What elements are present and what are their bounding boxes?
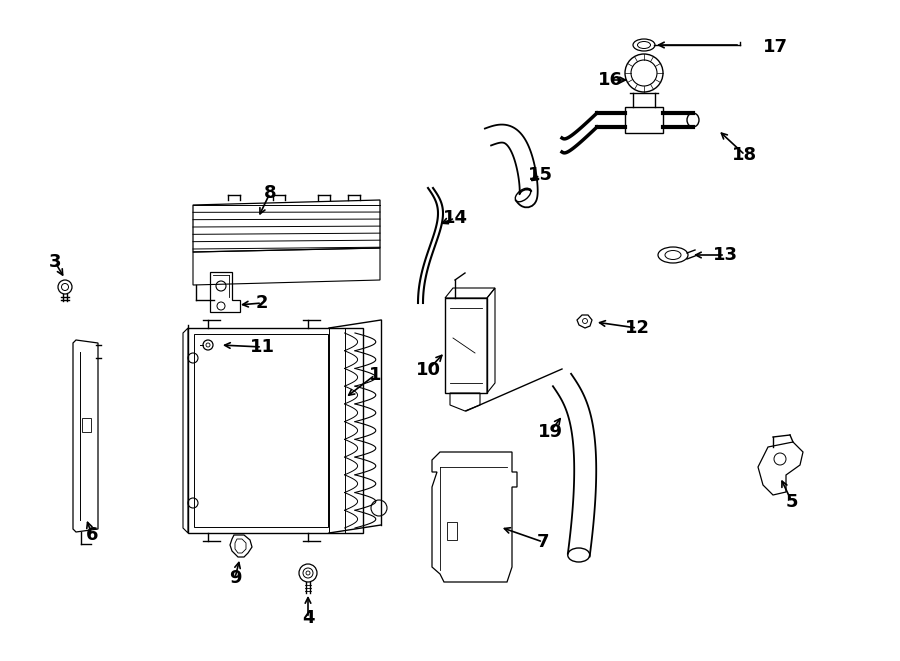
Text: 11: 11 [249, 338, 274, 356]
Text: 2: 2 [256, 294, 268, 312]
Text: 17: 17 [762, 38, 788, 56]
Text: 9: 9 [229, 569, 241, 587]
Text: 18: 18 [733, 146, 758, 164]
Text: 7: 7 [536, 533, 549, 551]
Text: 1: 1 [369, 366, 382, 384]
Text: 16: 16 [598, 71, 623, 89]
Text: 6: 6 [86, 526, 98, 544]
Text: 19: 19 [537, 423, 562, 441]
Text: 14: 14 [443, 209, 467, 227]
Ellipse shape [687, 113, 699, 127]
Text: 12: 12 [625, 319, 650, 337]
Text: 5: 5 [786, 493, 798, 511]
Text: 3: 3 [49, 253, 61, 271]
Text: 15: 15 [527, 166, 553, 184]
Text: 10: 10 [416, 361, 440, 379]
Text: 4: 4 [302, 609, 314, 627]
Ellipse shape [633, 39, 655, 51]
Text: 13: 13 [713, 246, 737, 264]
Text: 8: 8 [264, 184, 276, 202]
Circle shape [625, 54, 663, 92]
